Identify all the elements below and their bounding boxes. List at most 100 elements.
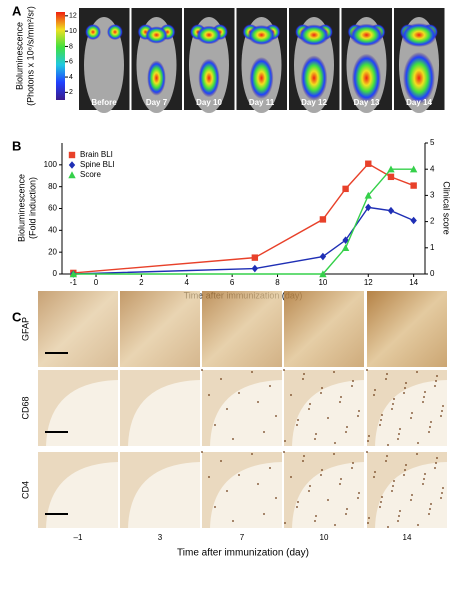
cell xyxy=(201,369,203,371)
day-label: Day 11 xyxy=(249,98,275,107)
row-label: GFAP xyxy=(20,317,30,341)
marker xyxy=(319,252,327,261)
day-label: Day 7 xyxy=(146,98,168,107)
cell xyxy=(296,424,298,426)
marker xyxy=(69,270,78,278)
cell xyxy=(410,499,412,501)
cell xyxy=(441,410,443,412)
cell xyxy=(303,455,305,457)
cell xyxy=(429,426,431,428)
cell xyxy=(411,412,413,414)
cell xyxy=(379,506,381,508)
cell xyxy=(321,387,323,389)
cell xyxy=(397,520,399,522)
y-tick-label: 100 xyxy=(44,160,58,169)
micrograph xyxy=(38,291,118,367)
signal xyxy=(351,53,382,103)
cell xyxy=(411,494,413,496)
cell xyxy=(403,474,405,476)
cell xyxy=(208,394,210,396)
cell xyxy=(327,499,329,501)
cell xyxy=(398,515,400,517)
x-tick-label: 14 xyxy=(409,278,418,287)
cell xyxy=(442,405,444,407)
cell xyxy=(308,490,310,492)
cell xyxy=(380,501,382,503)
cell xyxy=(405,464,407,466)
tissue-region xyxy=(128,462,200,528)
row-label: CD4 xyxy=(20,481,30,499)
cell xyxy=(226,408,228,410)
cell xyxy=(358,492,360,494)
y2-tick-label: 4 xyxy=(430,164,435,173)
cell xyxy=(340,478,342,480)
signal xyxy=(349,23,384,47)
micrograph xyxy=(284,291,364,367)
x-tick-label: 4 xyxy=(185,278,190,287)
cell xyxy=(424,391,426,393)
cell xyxy=(321,469,323,471)
cell xyxy=(429,508,431,510)
cell xyxy=(399,428,401,430)
cell xyxy=(428,431,430,433)
y-tick-label: 60 xyxy=(48,204,57,213)
signal xyxy=(401,23,437,47)
signal xyxy=(196,25,222,45)
cell xyxy=(385,460,387,462)
marker xyxy=(387,173,395,181)
cell xyxy=(435,462,437,464)
cell xyxy=(232,438,234,440)
cell xyxy=(405,382,407,384)
cell xyxy=(416,371,418,373)
cell xyxy=(392,403,394,405)
cell xyxy=(357,415,359,417)
x-tick-label: 6 xyxy=(230,278,235,287)
cell xyxy=(397,438,399,440)
cell xyxy=(430,503,432,505)
colorbar-tick-label: 4 xyxy=(69,74,73,81)
cell xyxy=(315,515,317,517)
cell xyxy=(351,467,353,469)
panel-label: C xyxy=(12,309,22,324)
cell xyxy=(220,378,222,380)
cell xyxy=(393,480,395,482)
cell xyxy=(424,473,426,475)
colorbar-label: Bioluminescence xyxy=(14,22,24,90)
cell xyxy=(284,440,286,442)
x-tick-label: -1 xyxy=(70,278,78,287)
signal xyxy=(147,60,166,96)
x-tick-label: 2 xyxy=(139,278,144,287)
marker xyxy=(409,165,418,173)
y2-tick-label: 5 xyxy=(430,138,435,147)
cell xyxy=(422,483,424,485)
cell xyxy=(334,524,336,526)
colorbar-label: (Photons x 10⁶/s/mm²/sr) xyxy=(25,6,35,106)
y2-tick-label: 0 xyxy=(430,269,435,278)
marker xyxy=(68,151,76,159)
cell xyxy=(340,396,342,398)
cell xyxy=(368,517,370,519)
cell xyxy=(263,431,265,433)
cell xyxy=(366,451,368,453)
cell xyxy=(366,369,368,371)
signal xyxy=(145,26,168,44)
cell xyxy=(320,392,322,394)
cell xyxy=(352,380,354,382)
colorbar xyxy=(56,12,65,100)
legend-label: Score xyxy=(80,170,101,179)
cell xyxy=(284,522,286,524)
cell xyxy=(214,424,216,426)
cell xyxy=(367,440,369,442)
marker xyxy=(365,160,372,167)
mouse-body xyxy=(84,17,124,113)
legend-label: Spine BLI xyxy=(80,160,115,169)
tissue-region xyxy=(210,380,282,446)
column-label: 7 xyxy=(240,533,245,542)
signal xyxy=(249,57,274,99)
cell xyxy=(351,385,353,387)
column-label: 14 xyxy=(403,533,412,542)
cell xyxy=(435,380,437,382)
signal xyxy=(85,24,101,40)
marker xyxy=(387,206,395,215)
